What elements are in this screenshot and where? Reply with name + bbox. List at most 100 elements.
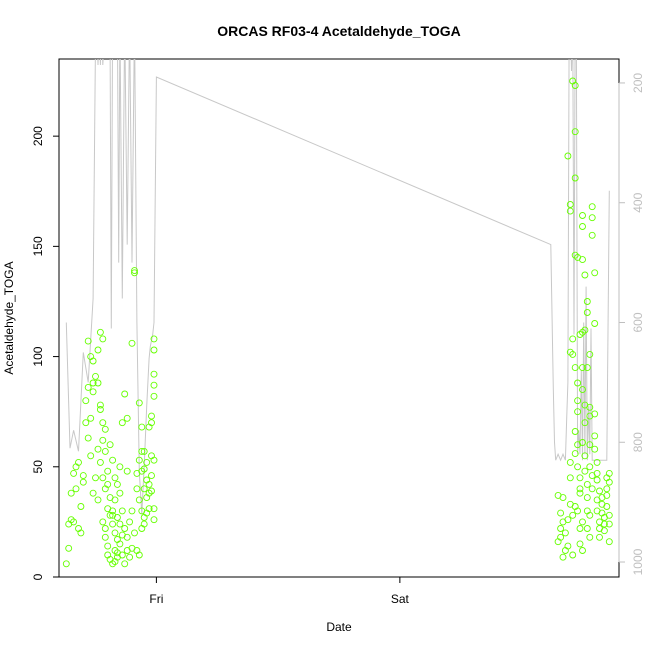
data-point xyxy=(603,491,611,499)
data-point xyxy=(583,309,591,316)
data-point xyxy=(566,201,574,208)
data-point xyxy=(92,372,99,380)
data-point xyxy=(111,558,119,566)
data-point xyxy=(591,320,599,327)
data-point xyxy=(576,525,584,532)
data-point xyxy=(94,445,102,453)
data-point xyxy=(579,328,586,336)
data-point xyxy=(94,379,102,387)
data-point xyxy=(89,379,97,387)
y2-tick-label: 1000 xyxy=(631,548,645,575)
data-point xyxy=(79,478,87,486)
data-point xyxy=(586,511,594,519)
data-point xyxy=(150,505,158,513)
data-point xyxy=(135,399,143,407)
data-point xyxy=(557,525,565,532)
data-point xyxy=(586,533,594,541)
data-point xyxy=(126,553,134,561)
data-point xyxy=(118,507,126,515)
data-point xyxy=(96,458,104,466)
data-point xyxy=(566,348,574,356)
data-point xyxy=(605,511,613,519)
data-point xyxy=(148,419,155,427)
data-point xyxy=(111,547,119,554)
data-point xyxy=(581,467,589,475)
data-point xyxy=(588,203,596,211)
y2-tick-label: 400 xyxy=(631,192,645,212)
data-point xyxy=(569,511,577,519)
data-point xyxy=(126,518,134,526)
data-point xyxy=(113,480,121,488)
data-point xyxy=(128,507,136,515)
data-point xyxy=(75,458,82,466)
y-axis-label: Acetaldehyde_TOGA xyxy=(2,261,16,374)
data-point xyxy=(150,456,158,464)
data-point xyxy=(131,269,138,277)
data-point xyxy=(574,397,582,405)
data-point xyxy=(123,467,131,475)
data-point xyxy=(564,152,572,160)
data-point xyxy=(148,472,155,480)
data-point xyxy=(591,269,599,277)
data-point xyxy=(574,507,582,515)
y-tick-label: 150 xyxy=(31,236,45,256)
data-point xyxy=(65,544,73,552)
data-point xyxy=(579,223,586,230)
data-point xyxy=(574,379,582,387)
data-point xyxy=(150,392,158,400)
data-point xyxy=(111,529,119,537)
y2-tick-label: 600 xyxy=(631,312,645,332)
data-point xyxy=(150,335,158,343)
data-point xyxy=(564,542,572,550)
data-point xyxy=(99,436,107,444)
data-point xyxy=(138,423,146,431)
data-point xyxy=(70,469,78,477)
data-point xyxy=(140,520,148,528)
data-point xyxy=(564,516,572,524)
data-point xyxy=(600,527,608,535)
data-point xyxy=(579,212,586,219)
data-point xyxy=(588,214,596,222)
y-tick-label: 200 xyxy=(31,126,45,146)
y-tick-label: 0 xyxy=(31,573,45,580)
data-point xyxy=(579,518,586,526)
data-point xyxy=(600,520,608,528)
data-point xyxy=(109,520,117,528)
data-point xyxy=(559,494,567,502)
data-point xyxy=(84,337,92,345)
data-point xyxy=(99,518,107,526)
data-point xyxy=(113,536,121,543)
data-point xyxy=(579,386,586,394)
data-point xyxy=(116,520,124,528)
series-line xyxy=(65,59,610,515)
data-point xyxy=(99,419,107,427)
data-point xyxy=(583,364,591,372)
data-point xyxy=(140,447,148,455)
data-point xyxy=(561,529,569,537)
data-point xyxy=(586,350,594,358)
data-point xyxy=(109,511,117,519)
data-point xyxy=(576,540,584,548)
data-point xyxy=(109,560,117,568)
line-layer xyxy=(65,59,610,515)
data-point xyxy=(104,551,112,559)
data-point xyxy=(554,538,562,546)
data-point xyxy=(135,456,143,464)
data-point xyxy=(94,496,102,504)
data-point xyxy=(605,469,613,477)
data-point xyxy=(118,419,126,427)
data-point xyxy=(150,516,158,524)
data-point xyxy=(140,485,148,493)
data-point xyxy=(84,434,92,442)
data-point xyxy=(571,251,579,259)
data-point xyxy=(106,441,114,449)
data-point xyxy=(148,412,155,420)
data-point xyxy=(101,425,109,433)
data-point xyxy=(143,458,151,466)
data-point xyxy=(104,467,112,475)
data-point xyxy=(571,174,579,182)
data-point xyxy=(566,474,574,482)
data-point xyxy=(583,298,591,305)
data-point xyxy=(605,538,613,546)
data-point xyxy=(593,458,601,466)
